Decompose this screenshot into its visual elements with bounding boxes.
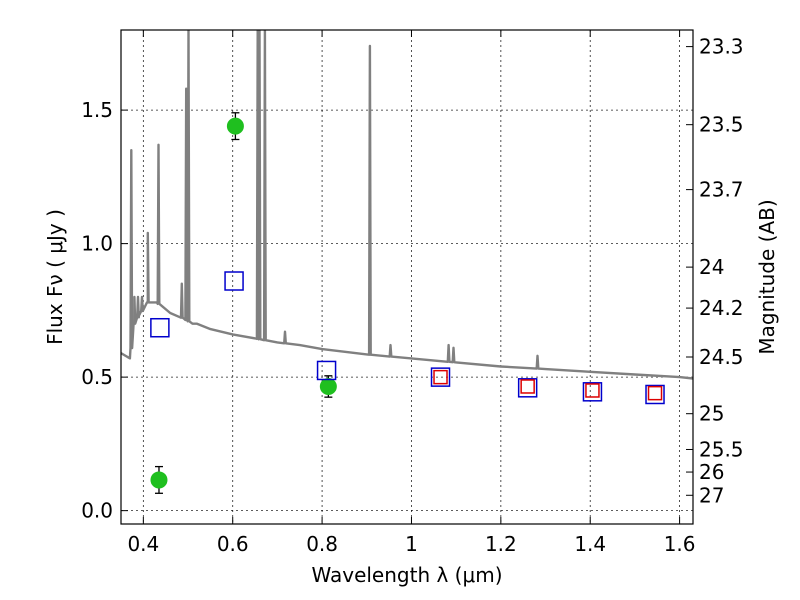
x-tick-label: 0.4 (127, 532, 159, 556)
right-tick-label: 25 (699, 402, 724, 426)
x-tick-label: 0.8 (306, 532, 338, 556)
right-tick-label: 23.5 (699, 113, 744, 137)
y-tick-label: 0.0 (81, 499, 113, 523)
y-tick-label: 0.5 (81, 365, 113, 389)
model-point-blue (517, 378, 538, 398)
model-point-red (585, 383, 600, 398)
photometry-point (150, 471, 168, 489)
grid (121, 30, 693, 524)
model-point-blue (150, 317, 170, 338)
right-tick-label: 23.3 (699, 35, 744, 59)
model-point-blue (430, 367, 451, 387)
right-tick-label: 27 (699, 483, 724, 507)
right-tick-label: 24 (699, 255, 724, 279)
model-point-blue (224, 271, 244, 291)
right-tick-label: 23.7 (699, 178, 744, 202)
y-tick-label: 1.0 (81, 232, 113, 256)
x-tick-label: 1.6 (664, 532, 696, 556)
model-point-blue (316, 360, 337, 381)
photometry-point (319, 377, 337, 395)
right-tick-label: 26 (699, 460, 724, 484)
plot-frame (120, 29, 694, 525)
model-point-blue (582, 382, 603, 402)
x-tick-label: 1.2 (485, 532, 517, 556)
model-point-blue (645, 384, 665, 405)
x-tick-label: 1 (405, 532, 418, 556)
x-axis-label: Wavelength λ (μm) (311, 563, 502, 587)
right-tick-label: 24.2 (699, 296, 744, 320)
ticks: 0.4 0.6 0.8 1 1.2 1.4 1.6 0.0 0.5 1.0 1.5 23.3 23.5 2… (81, 30, 744, 556)
x-tick-label: 0.6 (217, 532, 249, 556)
right-axis-label: Magnitude (AB) (755, 199, 779, 354)
model-point-red (647, 385, 663, 401)
model-point-red (520, 379, 535, 394)
right-tick-label: 24.5 (699, 345, 744, 369)
spectrum-line (121, 30, 693, 380)
model-point-red (433, 369, 448, 385)
data-layer (121, 30, 693, 494)
x-tick-label: 1.4 (574, 532, 606, 556)
y-tick-label: 1.5 (81, 98, 113, 122)
right-tick-label: 25.5 (699, 437, 744, 461)
y-axis-label: Flux Fν ( μJy ) (43, 209, 67, 345)
photometry-point (226, 117, 244, 135)
